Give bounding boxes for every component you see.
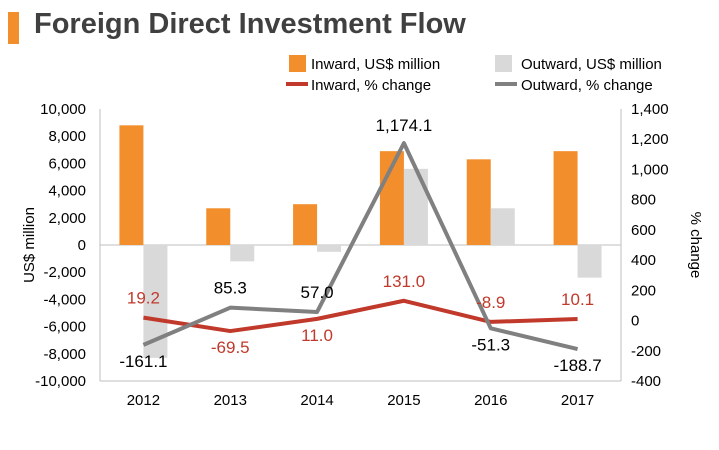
y-tick-label: 2,000: [48, 210, 86, 227]
x-tick-label: 2015: [387, 392, 420, 409]
bar-outward-2013: [230, 245, 255, 262]
x-tick-label: 2017: [561, 392, 594, 409]
y2-tick-label: 1,200: [631, 131, 669, 148]
label-outward-pct-2016: -51.3: [471, 335, 510, 354]
y2-tick-label: -400: [631, 373, 661, 390]
y-tick-label: 0: [78, 237, 86, 254]
legend-label-inward-bar: Inward, US$ million: [311, 56, 440, 73]
chart-title: Foreign Direct Investment Flow: [34, 8, 466, 40]
legend-swatch-outward-bar: [495, 55, 512, 72]
y2-tick-label: 800: [631, 192, 656, 209]
y-tick-label: 6,000: [48, 155, 86, 172]
y-tick-label: 8,000: [48, 128, 86, 145]
y-axis-title: US$ million: [21, 207, 38, 283]
y-tick-label: -10,000: [35, 373, 86, 390]
y-tick-label: 4,000: [48, 183, 86, 200]
label-inward-pct-2012: 19.2: [127, 289, 160, 308]
y-tick-label: -2,000: [43, 264, 86, 281]
bar-outward-2015: [403, 168, 428, 245]
data-labels: 19.2 -161.1 -69.5 85.3 11.0 57.0 131.0 1,174.1 -…: [119, 116, 601, 375]
legend-swatch-inward-bar: [289, 55, 306, 72]
line-inward-pct-change: [143, 298, 578, 334]
y2-tick-label: 1,400: [631, 101, 669, 118]
bar-inward-2016: [466, 159, 491, 245]
y2-tick-label: -200: [631, 343, 661, 360]
label-outward-pct-2014: 57.0: [301, 283, 334, 302]
bar-outward-2016: [490, 208, 515, 245]
x-tick-label: 2014: [300, 392, 333, 409]
label-outward-pct-2012: -161.1: [119, 352, 167, 371]
legend: Inward, US$ million Outward, US$ million…: [286, 55, 662, 94]
label-inward-pct-2013: -69.5: [211, 338, 250, 357]
bar-inward-2012: [119, 125, 144, 245]
y2-tick-label: 200: [631, 282, 656, 299]
y2-tick-label: 0: [631, 313, 639, 330]
legend-label-inward-line: Inward, % change: [311, 77, 431, 94]
label-inward-pct-2016: -8.9: [476, 293, 505, 312]
y2-tick-label: 400: [631, 252, 656, 269]
y-tick-label: -4,000: [43, 291, 86, 308]
y-tick-label: 10,000: [40, 101, 86, 118]
label-outward-pct-2015: 1,174.1: [376, 116, 433, 135]
x-tick-label: 2013: [214, 392, 247, 409]
x-tick-label: 2016: [474, 392, 507, 409]
y2-tick-label: 600: [631, 222, 656, 239]
bar-inward-2013: [206, 208, 231, 245]
label-inward-pct-2017: 10.1: [561, 290, 594, 309]
axes: 10,000 8,000 6,000 4,000 2,000 0 -2,000 -4,000 -…: [21, 101, 704, 409]
bar-inward-2014: [293, 204, 318, 245]
legend-label-outward-line: Outward, % change: [521, 77, 653, 94]
y2-tick-label: 1,000: [631, 161, 669, 178]
bar-inward-2017: [553, 151, 578, 245]
y-tick-label: -6,000: [43, 319, 86, 336]
legend-label-outward-bar: Outward, US$ million: [521, 56, 662, 73]
title-accent-bar: [8, 12, 19, 44]
chart-header: Foreign Direct Investment Flow: [0, 0, 719, 56]
lines: [142, 141, 579, 352]
label-outward-pct-2013: 85.3: [214, 279, 247, 298]
bars: [119, 125, 602, 358]
y-tick-label: -8,000: [43, 346, 86, 363]
y2-axis-title: % change: [687, 212, 704, 279]
label-outward-pct-2017: -188.7: [553, 356, 601, 375]
label-inward-pct-2015: 131.0: [383, 272, 426, 291]
bar-outward-2014: [317, 245, 342, 252]
bar-outward-2017: [577, 245, 602, 278]
line-outward-pct-change: [142, 141, 579, 352]
x-tick-label: 2012: [127, 392, 160, 409]
label-inward-pct-2014: 11.0: [301, 326, 333, 345]
